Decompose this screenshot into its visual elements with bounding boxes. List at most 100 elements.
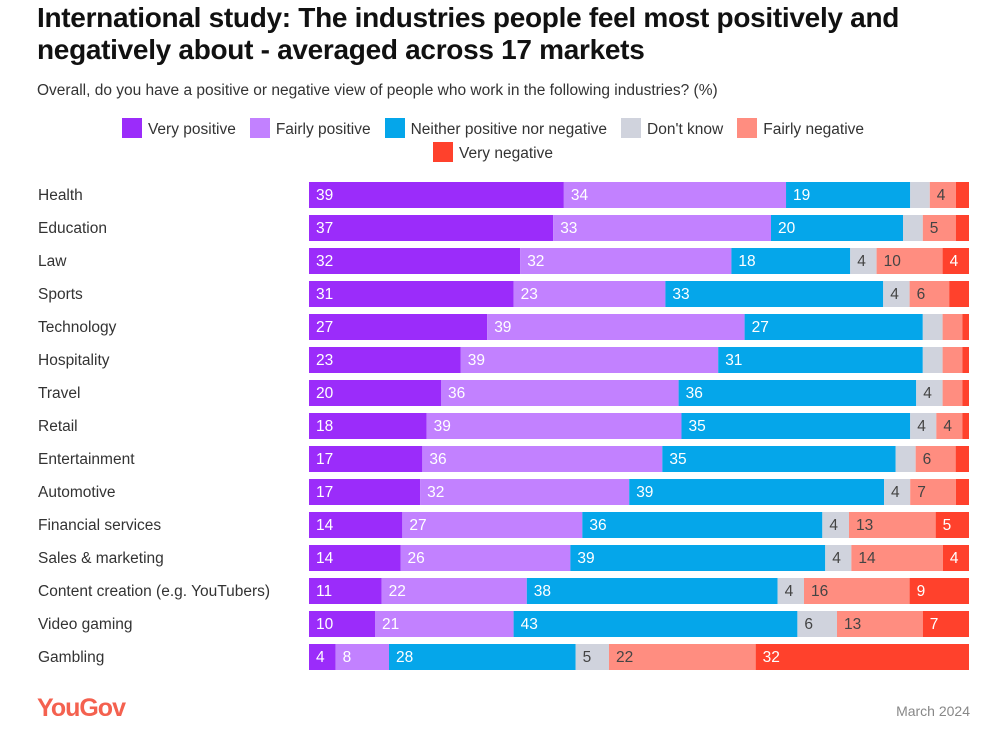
yougov-logo: YouGov [37,694,126,722]
bar-segment [553,215,771,241]
data-label: 43 [521,616,538,633]
bar-segment [335,644,389,670]
data-label: 38 [534,583,551,600]
bar-segment [309,512,403,538]
legend-swatch [737,118,758,138]
bar-segment [309,644,336,670]
data-label: 22 [616,649,633,666]
data-label: 36 [686,385,703,402]
bar-segment [942,248,969,274]
bar-segment [942,380,963,406]
legend-item: Very positive [121,118,236,142]
bar-segment [922,611,969,637]
legend-label: Very negative [459,145,553,162]
data-label: 4 [943,418,952,435]
legend-label: Neither positive nor negative [410,121,608,138]
data-label: 5 [943,517,952,534]
data-label: 18 [738,253,755,270]
data-label: 6 [917,286,926,303]
bar-segment [837,611,923,637]
category-label: Sales & marketing [38,550,164,567]
bar-segment [309,545,401,571]
data-label: 32 [527,253,544,270]
category-label: Automotive [38,484,116,501]
data-label: 22 [389,583,406,600]
data-label: 19 [793,187,810,204]
bar-segment [903,215,923,241]
bar-segment [381,578,527,604]
data-label: 20 [778,220,796,237]
category-label: Technology [38,319,117,336]
bar-segment [942,314,963,340]
bar-segment [309,281,514,307]
data-label: 14 [316,517,334,534]
data-label: 32 [427,484,444,501]
data-label: 36 [448,385,465,402]
bar-segment [804,578,910,604]
data-label: 31 [316,286,333,303]
category-label: Video gaming [38,616,133,633]
category-label: Sports [38,286,83,303]
bar-segment [910,182,930,208]
category-label: Education [38,220,107,237]
bar-segment [916,380,943,406]
bar-segment [777,578,804,604]
category-label: Hospitality [38,352,110,369]
data-label: 10 [316,616,334,633]
data-label: 13 [856,517,873,534]
category-label: Content creation (e.g. YouTubers) [38,583,270,600]
bar-segment [309,347,461,373]
bar-segment [513,281,666,307]
bar-segment [849,512,936,538]
bar-segment [513,611,798,637]
bar-segment [955,479,969,505]
data-label: 11 [316,583,332,600]
data-label: 39 [636,484,653,501]
data-label: 26 [407,550,424,567]
data-label: 4 [829,517,838,534]
data-label: 14 [858,550,876,567]
data-label: 4 [832,550,841,567]
legend-label: Don't know [647,121,724,138]
data-label: 28 [396,649,413,666]
data-label: 39 [494,319,511,336]
bar-segment [375,611,514,637]
bar-segment [851,545,943,571]
bar-segment [309,446,423,472]
bar-segment [942,545,969,571]
data-label: 17 [316,451,333,468]
bar-segment [309,380,441,406]
legend-item: Neither positive nor negative [384,118,608,142]
data-label: 27 [752,319,769,336]
bar-segment [884,479,911,505]
bar-segment [755,644,969,670]
bar-segment [662,446,896,472]
legend-item: Very negative [433,142,553,166]
bar-segment [426,413,682,439]
data-label: 4 [890,286,899,303]
legend-item: Fairly positive [249,118,371,142]
legend-swatch [384,118,405,138]
bar-segment [909,281,950,307]
bar-segment [955,446,969,472]
bar-segment [915,446,956,472]
bar-segment [570,545,826,571]
bar-segment [935,512,969,538]
data-label: 4 [950,253,959,270]
legend-swatch [121,118,142,138]
data-label: 5 [930,220,939,237]
data-label: 6 [804,616,813,633]
chart-title: International study: The industries peop… [37,2,900,65]
bar-segment [575,644,609,670]
data-label: 4 [316,649,325,666]
bar-segment [309,578,382,604]
data-label: 39 [434,418,451,435]
data-label: 4 [937,187,946,204]
bar-segment [487,314,745,340]
bar-segment [771,215,903,241]
bar-segment [309,182,564,208]
bar-segment [681,413,911,439]
chart-subtitle: Overall, do you have a positive or negat… [37,82,718,99]
data-label: 37 [316,220,333,237]
